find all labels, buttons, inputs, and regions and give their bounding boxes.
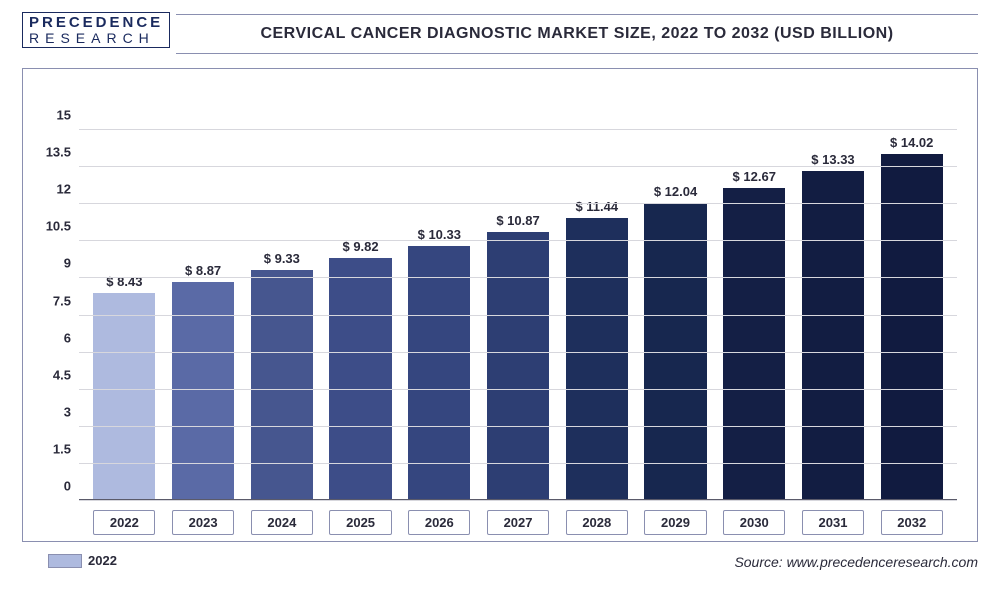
chart-container: $ 8.43 $ 8.87 $ 9.33 $ 9.82 $ 10.33 $ 10.87 $ … (22, 68, 978, 542)
x-label-wrap: 2022 (89, 507, 160, 537)
x-tick-label: 2029 (644, 510, 706, 535)
bar-wrap: $ 11.44 (561, 93, 632, 501)
y-tick-label: 12 (57, 182, 71, 197)
x-label-wrap: 2027 (483, 507, 554, 537)
gridline (79, 500, 957, 501)
bar-value-label: $ 8.43 (106, 274, 142, 289)
bar-wrap: $ 9.33 (246, 93, 317, 501)
title-bar: CERVICAL CANCER DIAGNOSTIC MARKET SIZE, … (176, 14, 978, 54)
x-label-wrap: 2025 (325, 507, 396, 537)
bar (487, 232, 549, 501)
x-label-wrap: 2028 (561, 507, 632, 537)
x-tick-label: 2026 (408, 510, 470, 535)
bar-wrap: $ 8.87 (168, 93, 239, 501)
gridline (79, 352, 957, 353)
bars-row: $ 8.43 $ 8.87 $ 9.33 $ 9.82 $ 10.33 $ 10.87 $ … (79, 93, 957, 501)
plot-area: $ 8.43 $ 8.87 $ 9.33 $ 9.82 $ 10.33 $ 10.87 $ … (79, 93, 957, 501)
bar (329, 258, 391, 501)
legend: 2022 (48, 553, 117, 568)
x-label-wrap: 2024 (246, 507, 317, 537)
bar (881, 154, 943, 501)
bar (93, 293, 155, 501)
gridline (79, 277, 957, 278)
x-tick-label: 2030 (723, 510, 785, 535)
y-tick-label: 13.5 (46, 145, 71, 160)
bar (566, 218, 628, 501)
gridline (79, 426, 957, 427)
x-tick-label: 2022 (93, 510, 155, 535)
bar-value-label: $ 11.44 (575, 199, 618, 214)
bar-wrap: $ 10.33 (404, 93, 475, 501)
bar-value-label: $ 12.67 (733, 169, 776, 184)
bar-value-label: $ 8.87 (185, 263, 221, 278)
brand-logo: PRECEDENCE RESEARCH (22, 12, 170, 48)
gridline (79, 203, 957, 204)
y-tick-label: 1.5 (53, 441, 71, 456)
y-tick-label: 3 (64, 404, 71, 419)
y-tick-label: 7.5 (53, 293, 71, 308)
x-label-wrap: 2032 (876, 507, 947, 537)
x-labels-row: 2022 2023 2024 2025 2026 2027 2028 2029 2030 2031… (79, 507, 957, 537)
bar-wrap: $ 14.02 (876, 93, 947, 501)
x-label-wrap: 2029 (640, 507, 711, 537)
bar-value-label: $ 9.82 (342, 239, 378, 254)
y-tick-label: 6 (64, 330, 71, 345)
bar-value-label: $ 9.33 (264, 251, 300, 266)
bar-value-label: $ 10.87 (496, 213, 539, 228)
gridline (79, 389, 957, 390)
legend-label: 2022 (88, 553, 117, 568)
bar-value-label: $ 14.02 (890, 135, 933, 150)
bar (251, 270, 313, 501)
gridline (79, 166, 957, 167)
x-tick-label: 2028 (566, 510, 628, 535)
bar-wrap: $ 8.43 (89, 93, 160, 501)
x-tick-label: 2024 (251, 510, 313, 535)
bar (723, 188, 785, 501)
y-tick-label: 4.5 (53, 367, 71, 382)
x-label-wrap: 2030 (719, 507, 790, 537)
y-tick-label: 15 (57, 108, 71, 123)
gridline (79, 315, 957, 316)
legend-swatch (48, 554, 82, 568)
bar-wrap: $ 12.67 (719, 93, 790, 501)
bar (802, 171, 864, 501)
y-tick-label: 9 (64, 256, 71, 271)
bar-wrap: $ 10.87 (483, 93, 554, 501)
bar-value-label: $ 13.33 (811, 152, 854, 167)
x-tick-label: 2031 (802, 510, 864, 535)
y-tick-label: 10.5 (46, 219, 71, 234)
logo-line-1: PRECEDENCE (29, 15, 163, 31)
source-attribution: Source: www.precedenceresearch.com (734, 554, 978, 570)
bar-wrap: $ 9.82 (325, 93, 396, 501)
x-label-wrap: 2026 (404, 507, 475, 537)
x-tick-label: 2027 (487, 510, 549, 535)
gridline (79, 129, 957, 130)
chart-title: CERVICAL CANCER DIAGNOSTIC MARKET SIZE, … (260, 25, 893, 43)
bar-wrap: $ 13.33 (798, 93, 869, 501)
gridline (79, 463, 957, 464)
x-label-wrap: 2031 (798, 507, 869, 537)
y-tick-label: 0 (64, 479, 71, 494)
x-tick-label: 2025 (329, 510, 391, 535)
x-tick-label: 2032 (881, 510, 943, 535)
x-tick-label: 2023 (172, 510, 234, 535)
gridline (79, 240, 957, 241)
logo-line-2: RESEARCH (29, 31, 163, 46)
bar-value-label: $ 12.04 (654, 184, 697, 199)
x-label-wrap: 2023 (168, 507, 239, 537)
bar-value-label: $ 10.33 (418, 227, 461, 242)
bar-wrap: $ 12.04 (640, 93, 711, 501)
